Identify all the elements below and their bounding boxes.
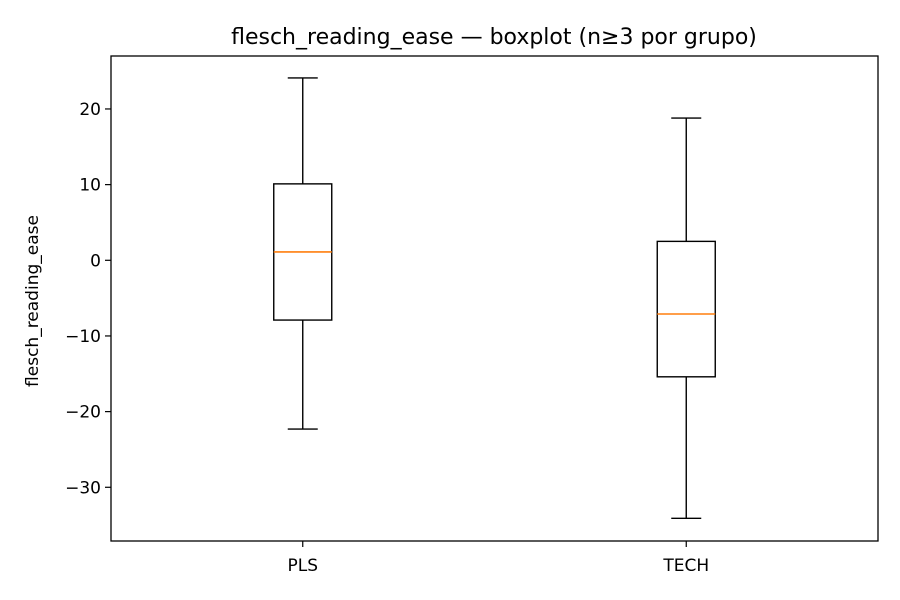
plot-area: 20 10 0 −10 −20 −30 PLS TECH	[65, 55, 879, 576]
chart-title: flesch_reading_ease — boxplot (n≥3 por g…	[231, 25, 757, 50]
x-tick-label: PLS	[287, 556, 318, 576]
x-tick-label: TECH	[662, 556, 709, 576]
y-tick-label: 10	[79, 176, 101, 196]
y-tick-label: −20	[65, 403, 101, 423]
iqr-box	[656, 240, 716, 378]
y-tick-label: 0	[90, 251, 101, 271]
y-tick-label: −30	[65, 478, 101, 498]
y-tick-label: −10	[65, 327, 101, 347]
plot-frame	[110, 55, 879, 542]
y-tick-label: 20	[79, 100, 101, 120]
y-axis-label: flesch_reading_ease	[23, 215, 43, 387]
